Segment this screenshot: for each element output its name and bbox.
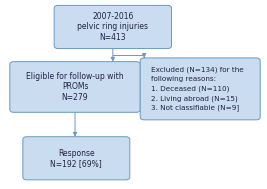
Text: pelvic ring injuries: pelvic ring injuries bbox=[77, 22, 148, 31]
Text: N=279: N=279 bbox=[62, 93, 88, 102]
Text: 2007-2016: 2007-2016 bbox=[92, 12, 134, 21]
Text: Eligible for follow-up with: Eligible for follow-up with bbox=[26, 72, 124, 81]
FancyBboxPatch shape bbox=[54, 5, 171, 49]
Text: Response: Response bbox=[58, 149, 95, 158]
Text: 1. Deceased (N=110): 1. Deceased (N=110) bbox=[151, 86, 229, 92]
Text: 2. Living abroad (N=15): 2. Living abroad (N=15) bbox=[151, 95, 237, 101]
Text: 3. Not classifiable (N=9]: 3. Not classifiable (N=9] bbox=[151, 104, 239, 111]
Text: Excluded (N=134) for the: Excluded (N=134) for the bbox=[151, 67, 244, 73]
Text: following reasons:: following reasons: bbox=[151, 77, 216, 82]
Text: PROMs: PROMs bbox=[62, 82, 88, 91]
FancyBboxPatch shape bbox=[23, 137, 130, 180]
FancyBboxPatch shape bbox=[140, 58, 260, 120]
Text: N=413: N=413 bbox=[100, 33, 126, 42]
Text: N=192 [69%]: N=192 [69%] bbox=[50, 159, 102, 168]
FancyBboxPatch shape bbox=[10, 62, 140, 112]
